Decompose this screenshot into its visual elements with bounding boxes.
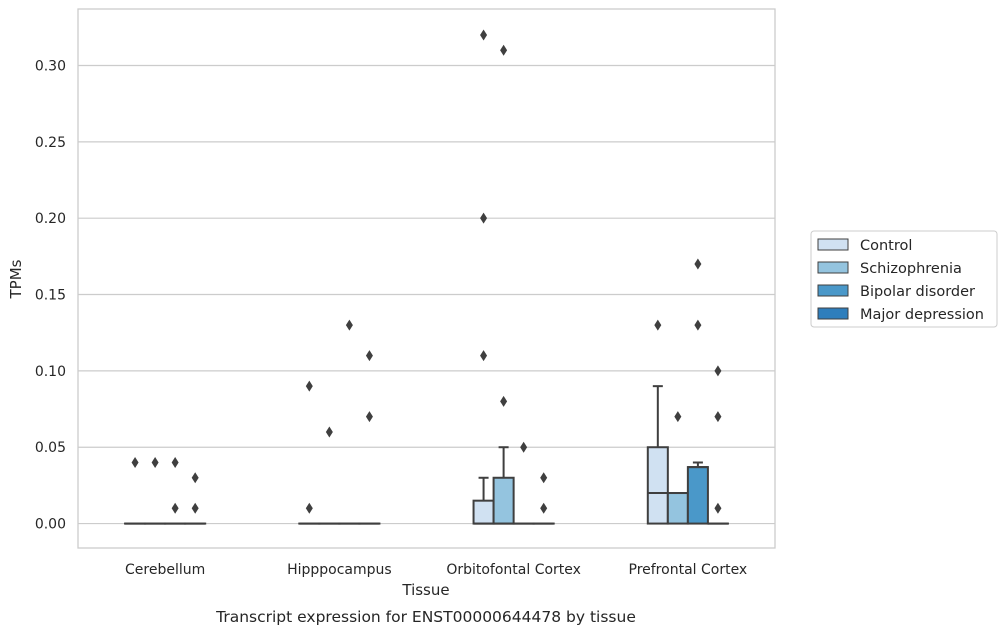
y-tick-label: 0.20 bbox=[35, 211, 66, 227]
outlier-point bbox=[131, 456, 139, 468]
legend-label: Schizophrenia bbox=[860, 261, 962, 277]
y-axis-ticks: 0.00 0.05 0.10 0.15 0.20 0.25 0.30 bbox=[35, 58, 66, 532]
outlier-point bbox=[305, 502, 313, 514]
y-tick-label: 0.30 bbox=[35, 58, 66, 74]
box-bipolar-disorder bbox=[164, 456, 187, 525]
outlier-point bbox=[540, 472, 548, 484]
box-body bbox=[666, 492, 689, 525]
box-control bbox=[472, 29, 495, 525]
box-body bbox=[646, 446, 669, 525]
box-major-depression bbox=[532, 472, 555, 525]
legend-swatch bbox=[817, 307, 849, 320]
outlier-point bbox=[171, 456, 179, 468]
legend-swatch bbox=[817, 284, 849, 297]
box-schizophrenia bbox=[666, 411, 689, 525]
box-bipolar-disorder bbox=[338, 319, 361, 525]
box-schizophrenia bbox=[318, 426, 341, 525]
outlier-point bbox=[480, 212, 488, 224]
legend-label: Bipolar disorder bbox=[860, 284, 975, 300]
legend: Control Schizophrenia Bipolar disorder Majo… bbox=[810, 230, 998, 328]
x-axis-ticks: Cerebellum Hipppocampus Orbitofontal Corte… bbox=[125, 562, 747, 578]
outlier-point bbox=[191, 502, 199, 514]
box-control bbox=[298, 380, 321, 525]
grid-lines bbox=[78, 64, 775, 525]
outlier-point bbox=[714, 502, 722, 514]
box-major-depression bbox=[184, 472, 207, 525]
box-bipolar-disorder bbox=[512, 441, 535, 525]
outlier-point bbox=[345, 319, 353, 331]
outlier-point bbox=[540, 502, 548, 514]
y-tick-label: 0.25 bbox=[35, 135, 66, 151]
legend-label: Major depression bbox=[860, 307, 984, 323]
outlier-point bbox=[480, 350, 488, 362]
outlier-point bbox=[171, 502, 179, 514]
box-control bbox=[124, 456, 147, 525]
x-axis-label: Tissue bbox=[401, 581, 449, 599]
y-tick-label: 0.00 bbox=[35, 517, 66, 533]
x-tick-label: Hipppocampus bbox=[287, 562, 392, 578]
y-tick-label: 0.15 bbox=[35, 288, 66, 304]
outlier-point bbox=[365, 350, 373, 362]
box-body bbox=[686, 466, 709, 525]
outlier-point bbox=[654, 319, 662, 331]
chart-caption: Transcript expression for ENST0000064447… bbox=[215, 608, 636, 626]
outlier-point bbox=[325, 426, 333, 438]
outlier-point bbox=[714, 365, 722, 377]
x-tick-label: Orbitofontal Cortex bbox=[446, 562, 581, 578]
outlier-point bbox=[480, 29, 488, 41]
legend-swatch bbox=[817, 238, 849, 251]
outlier-point bbox=[365, 411, 373, 423]
box-schizophrenia bbox=[492, 44, 515, 525]
x-tick-label: Cerebellum bbox=[125, 562, 205, 578]
outlier-point bbox=[714, 411, 722, 423]
box-control bbox=[646, 319, 669, 525]
outlier-point bbox=[151, 456, 159, 468]
legend-swatch bbox=[817, 261, 849, 274]
legend-label: Control bbox=[860, 238, 912, 254]
y-tick-label: 0.05 bbox=[35, 440, 66, 456]
plot-area-frame bbox=[77, 8, 776, 549]
box-body bbox=[472, 499, 495, 525]
y-axis-label: TPMs bbox=[7, 259, 25, 299]
box-bipolar-disorder bbox=[686, 258, 709, 525]
y-tick-label: 0.10 bbox=[35, 364, 66, 380]
outlier-point bbox=[674, 411, 682, 423]
outlier-point bbox=[694, 319, 702, 331]
boxes bbox=[124, 29, 729, 525]
box-major-depression bbox=[706, 365, 729, 525]
outlier-point bbox=[191, 472, 199, 484]
x-tick-label: Prefrontal Cortex bbox=[629, 562, 748, 578]
outlier-point bbox=[694, 258, 702, 270]
box-major-depression bbox=[358, 350, 381, 525]
outlier-point bbox=[500, 44, 508, 56]
outlier-point bbox=[500, 395, 508, 407]
outlier-point bbox=[305, 380, 313, 392]
legend-frame bbox=[810, 230, 998, 328]
box-schizophrenia bbox=[144, 456, 167, 525]
box-body bbox=[492, 476, 515, 525]
outlier-point bbox=[520, 441, 528, 453]
